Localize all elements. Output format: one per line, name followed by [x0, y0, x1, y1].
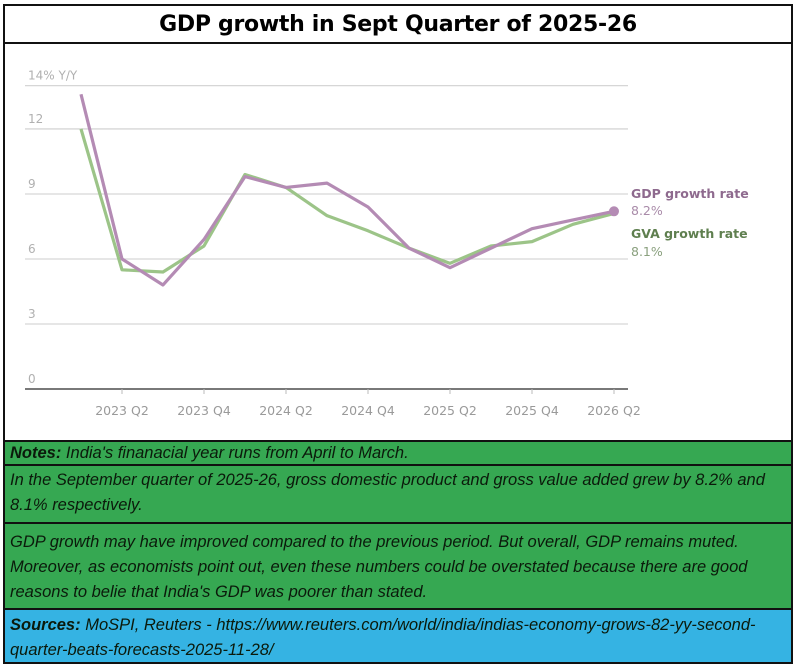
legend-labels: GDP growth rate 8.2% GVA growth rate 8.1% — [631, 186, 749, 259]
sources-box: Sources: MoSPI, Reuters - https://www.re… — [3, 608, 793, 664]
x-tick-label: 2024 Q4 — [341, 403, 395, 418]
commentary-text: GDP growth may have improved compared to… — [10, 533, 748, 601]
commentary-box: GDP growth may have improved compared to… — [3, 522, 793, 610]
legend-name: GVA growth rate — [631, 226, 748, 241]
y-tick-label: 9 — [28, 177, 36, 191]
series-line-gdp — [79, 93, 615, 287]
series-line-gva — [79, 128, 615, 274]
legend-value: 8.1% — [631, 244, 663, 259]
y-tick-label: 6 — [28, 242, 36, 256]
chart-area: 0 3 6 9 12 14% Y/Y 2023 Q2 2023 Q4 2024 Q2 2024 … — [5, 44, 791, 440]
title-box: GDP growth in Sept Quarter of 2025-26 — [3, 4, 793, 44]
x-tick-label: 2023 Q2 — [95, 403, 149, 418]
x-tick-label: 2023 Q4 — [177, 403, 231, 418]
gridlines — [25, 84, 628, 325]
notes-text: India's finanacial year runs from April … — [61, 444, 409, 462]
gdp-end-marker — [609, 206, 619, 217]
x-tick-label: 2024 Q2 — [259, 403, 313, 418]
sources-text: MoSPI, Reuters - https://www.reuters.com… — [10, 616, 756, 659]
legend-value: 8.2% — [631, 203, 663, 218]
series-lines — [79, 93, 619, 287]
y-tick-label: 3 — [28, 307, 36, 321]
notes-label: Notes: — [10, 444, 62, 462]
y-tick-label: 14% Y/Y — [28, 69, 78, 83]
summary-box: In the September quarter of 2025-26, gro… — [3, 464, 793, 524]
y-tick-labels: 0 3 6 9 12 14% Y/Y — [28, 69, 78, 386]
line-chart: 0 3 6 9 12 14% Y/Y 2023 Q2 2023 Q4 2024 Q2 2024 … — [25, 69, 749, 418]
y-tick-label: 0 — [28, 372, 36, 386]
chart-title: GDP growth in Sept Quarter of 2025-26 — [159, 11, 637, 37]
notes-box: Notes: India's finanacial year runs from… — [3, 440, 793, 466]
summary-text: In the September quarter of 2025-26, gro… — [10, 471, 765, 514]
x-axis: 2023 Q2 2023 Q4 2024 Q2 2024 Q4 2025 Q2 2025 … — [25, 388, 641, 418]
sources-label: Sources: — [10, 616, 81, 634]
x-tick-label: 2025 Q4 — [505, 403, 559, 418]
y-tick-label: 12 — [28, 112, 43, 126]
x-tick-label: 2025 Q2 — [423, 403, 477, 418]
x-tick-label: 2026 Q2 — [587, 403, 641, 418]
legend-name: GDP growth rate — [631, 186, 749, 201]
